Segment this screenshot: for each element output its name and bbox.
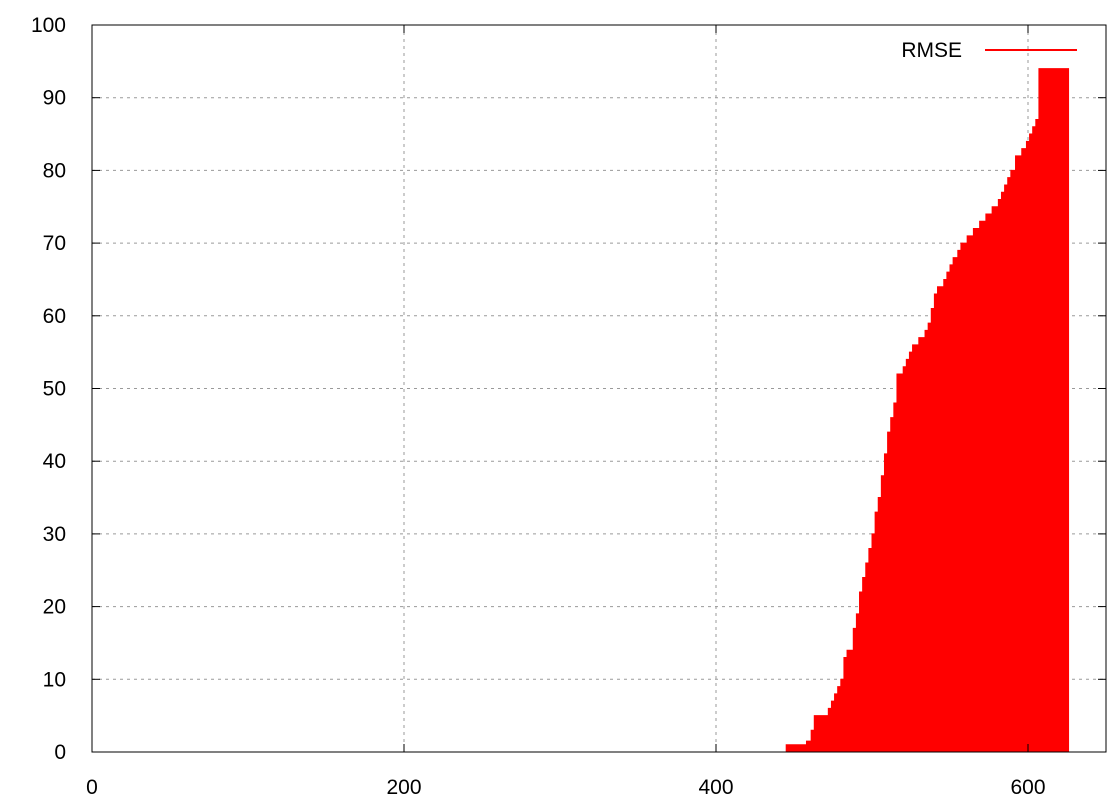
axes	[91, 24, 1107, 753]
y-tick-label: 30	[43, 523, 66, 546]
x-tick-label: 400	[698, 776, 733, 799]
y-tick-label: 80	[43, 159, 66, 182]
x-tick-label: 0	[86, 776, 98, 799]
y-tick-label: 40	[43, 450, 66, 473]
tick-labels: 0 10 20 30 40 50 60 70 80 90 100 0 200 400 600	[31, 14, 1046, 799]
y-tick-label: 100	[31, 14, 66, 37]
y-tick-label: 50	[43, 378, 66, 401]
grid-lines	[92, 25, 1106, 752]
series-area-rmse	[785, 68, 1070, 753]
x-tick-label: 200	[386, 776, 421, 799]
y-tick-label: 10	[43, 668, 66, 691]
x-tick-label: 600	[1010, 776, 1045, 799]
y-tick-label: 0	[54, 741, 66, 764]
y-tick-label: 70	[43, 232, 66, 255]
legend: RMSE	[901, 39, 1077, 62]
y-tick-label: 60	[43, 305, 66, 328]
y-tick-label: 90	[43, 87, 66, 110]
legend-label-rmse: RMSE	[901, 39, 962, 62]
series-area	[785, 68, 1070, 753]
y-tick-label: 20	[43, 596, 66, 619]
